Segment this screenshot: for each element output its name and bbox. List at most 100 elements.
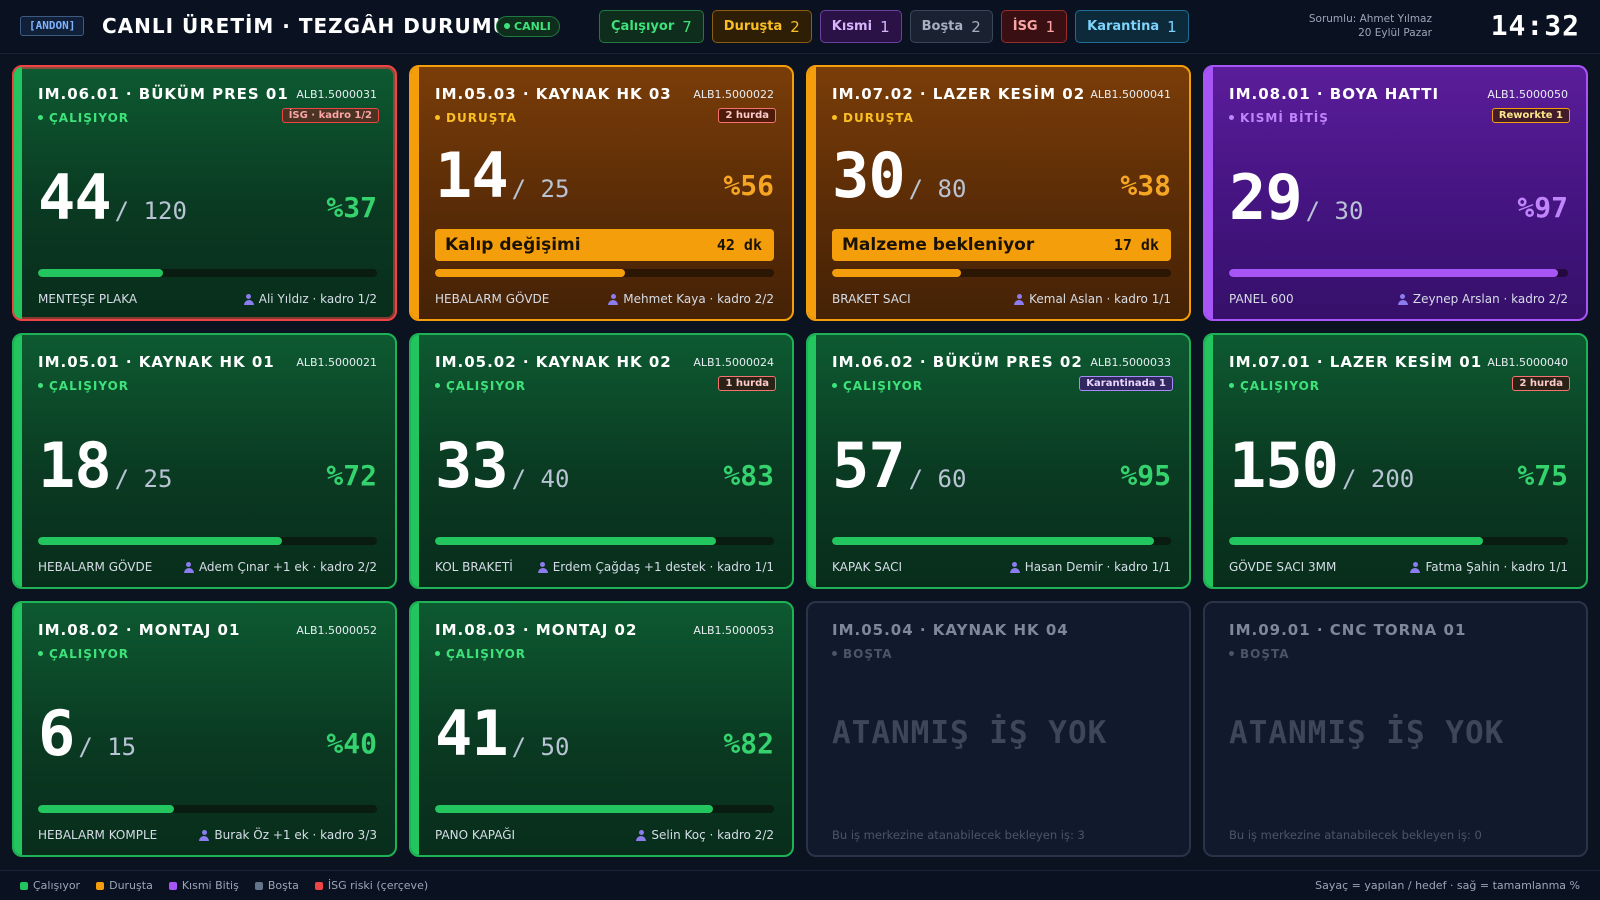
product-name: GÖVDE SACI 3MM (1229, 560, 1337, 574)
card-footer: PANEL 600 Zeynep Arslan · kadro 2/2 (1229, 292, 1568, 306)
workcenter-card[interactable]: IM.09.01 · CNC TORNA 01 BOŞTA ATANMIŞ İŞ Y… (1203, 601, 1588, 857)
order-number: ALB1.5000031 (296, 88, 377, 101)
operator: Adem Çınar +1 ek · kadro 2/2 (183, 560, 377, 574)
count-chip-label: İSG (1012, 19, 1038, 34)
status-counts: Çalışıyor 7 Duruşta 2 Kısmi 1 Boşta 2 İSG 1 Karant… (599, 10, 1189, 44)
workcenter-card[interactable]: IM.08.01 · BOYA HATTI KISMİ BİTİŞ ALB1.500… (1203, 65, 1588, 321)
status-label: KISMİ BİTİŞ (1229, 111, 1570, 125)
done-count: 30 (832, 139, 906, 212)
status-dot-icon (1229, 383, 1234, 388)
progress-fill (832, 537, 1155, 545)
order-number: ALB1.5000053 (693, 624, 774, 637)
progress-bar (38, 805, 377, 813)
legend-item: Duruşta (96, 879, 153, 892)
count-chip-0[interactable]: Çalışıyor 7 (599, 10, 704, 43)
current-date: 20 Eylül Pazar (1358, 27, 1432, 39)
workcenter-title: IM.07.02 · LAZER KESİM 02 (832, 85, 1086, 103)
live-dot-icon (504, 23, 510, 29)
product-name: HEBALARM KOMPLE (38, 828, 158, 842)
count-chip-label: Duruşta (723, 19, 783, 34)
count-chip-value: 1 (880, 17, 890, 36)
progress-bar (435, 537, 774, 545)
operator-name: Ali Yıldız · kadro 1/2 (258, 292, 377, 306)
workcenter-grid: IM.06.01 · BÜKÜM PRES 01 ÇALIŞIYOR ALB1.50… (12, 65, 1588, 859)
workcenter-card[interactable]: IM.08.02 · MONTAJ 01 ÇALIŞIYOR ALB1.500005… (12, 601, 397, 857)
progress-fill (38, 269, 164, 277)
card-footer: KOL BRAKETİ Erdem Çağdaş +1 destek · kadr… (435, 560, 774, 574)
count-chip-2[interactable]: Kısmi 1 (819, 10, 902, 43)
production-counter: 44/ 120 (38, 161, 187, 234)
downtime-reason: Kalıp değişimi 42 dk (435, 229, 774, 261)
status-text: ÇALIŞIYOR (49, 647, 130, 661)
no-job-text: ATANMIŞ İŞ YOK (1229, 715, 1505, 751)
status-stripe (14, 603, 22, 855)
workcenter-title: IM.08.02 · MONTAJ 01 (38, 621, 241, 639)
done-count: 41 (435, 697, 509, 770)
target-count: / 200 (1341, 465, 1415, 493)
product-name: BRAKET SACI (832, 292, 911, 306)
status-label: BOŞTA (832, 647, 1173, 661)
operator: Zeynep Arslan · kadro 2/2 (1397, 292, 1568, 306)
production-counter: 30/ 80 (832, 139, 966, 212)
legend-label: Duruşta (109, 879, 153, 892)
progress-bar (435, 269, 774, 277)
workcenter-card[interactable]: IM.06.01 · BÜKÜM PRES 01 ÇALIŞIYOR ALB1.50… (12, 65, 397, 321)
meta-info: Sorumlu: Ahmet Yılmaz 20 Eylül Pazar (1309, 12, 1432, 40)
workcenter-card[interactable]: IM.08.03 · MONTAJ 02 ÇALIŞIYOR ALB1.500005… (409, 601, 794, 857)
legend-item: Çalışıyor (20, 879, 80, 892)
product-name: KOL BRAKETİ (435, 560, 513, 574)
progress-bar (832, 537, 1171, 545)
pending-jobs-text: Bu iş merkezine atanabilecek bekleyen iş… (832, 828, 1085, 842)
production-counter: 6/ 15 (38, 697, 136, 770)
legend-swatch (254, 881, 263, 890)
product-name: HEBALARM GÖVDE (435, 292, 550, 306)
count-chip-1[interactable]: Duruşta 2 (711, 10, 812, 43)
count-chip-3[interactable]: Boşta 2 (909, 10, 993, 43)
status-label: DURUŞTA (435, 111, 776, 125)
status-dot-icon (38, 651, 43, 656)
alert-badge: İSG · kadro 1/2 (281, 108, 379, 123)
workcenter-title: IM.09.01 · CNC TORNA 01 (1229, 621, 1467, 639)
workcenter-card[interactable]: IM.05.03 · KAYNAK HK 03 DURUŞTA ALB1.50000… (409, 65, 794, 321)
legend-item: Boşta (254, 879, 299, 892)
status-dot-icon (435, 383, 440, 388)
page-title: CANLI ÜRETİM · TEZGÂH DURUMU (102, 14, 510, 38)
status-text: ÇALIŞIYOR (49, 379, 130, 393)
count-chip-4[interactable]: İSG 1 (1000, 10, 1068, 43)
operator: Fatma Şahin · kadro 1/1 (1410, 560, 1568, 574)
done-count: 150 (1229, 429, 1339, 502)
count-chip-label: Kısmi (831, 19, 873, 34)
production-counter: 57/ 60 (832, 429, 966, 502)
count-chip-value: 2 (971, 17, 981, 36)
workcenter-card[interactable]: IM.05.01 · KAYNAK HK 01 ÇALIŞIYOR ALB1.500… (12, 333, 397, 589)
workcenter-card[interactable]: IM.05.02 · KAYNAK HK 02 ÇALIŞIYOR ALB1.500… (409, 333, 794, 589)
workcenter-card[interactable]: IM.07.01 · LAZER KESİM 01 ÇALIŞIYOR ALB1.5… (1203, 333, 1588, 589)
person-icon (537, 561, 548, 573)
progress-bar (38, 537, 377, 545)
production-counter: 33/ 40 (435, 429, 569, 502)
count-chip-5[interactable]: Karantina 1 (1075, 10, 1189, 43)
downtime-duration: 42 dk (716, 236, 762, 254)
person-icon (183, 561, 194, 573)
progress-fill (832, 269, 961, 277)
operator-name: Fatma Şahin · kadro 1/1 (1425, 560, 1568, 574)
pending-jobs-text: Bu iş merkezine atanabilecek bekleyen iş… (1229, 828, 1482, 842)
status-text: DURUŞTA (843, 111, 914, 125)
progress-fill (38, 537, 283, 545)
workcenter-card[interactable]: IM.05.04 · KAYNAK HK 04 BOŞTA ATANMIŞ İŞ Y… (806, 601, 1191, 857)
workcenter-title: IM.06.01 · BÜKÜM PRES 01 (38, 85, 289, 103)
target-count: / 25 (114, 465, 173, 493)
workcenter-card[interactable]: IM.07.02 · LAZER KESİM 02 DURUŞTA ALB1.500… (806, 65, 1191, 321)
workcenter-card[interactable]: IM.06.02 · BÜKÜM PRES 02 ÇALIŞIYOR ALB1.50… (806, 333, 1191, 589)
order-number: ALB1.5000033 (1090, 356, 1171, 369)
card-footer: BRAKET SACI Kemal Aslan · kadro 1/1 (832, 292, 1171, 306)
operator-name: Zeynep Arslan · kadro 2/2 (1412, 292, 1568, 306)
operator: Ali Yıldız · kadro 1/2 (243, 292, 377, 306)
card-footer: HEBALARM GÖVDE Mehmet Kaya · kadro 2/2 (435, 292, 774, 306)
status-stripe (14, 335, 22, 587)
status-dot-icon (38, 383, 43, 388)
status-dot-icon (832, 651, 837, 656)
order-number: ALB1.5000024 (693, 356, 774, 369)
alert-badge: Reworkte 1 (1491, 108, 1570, 123)
downtime-reason-text: Malzeme bekleniyor (842, 235, 1035, 255)
